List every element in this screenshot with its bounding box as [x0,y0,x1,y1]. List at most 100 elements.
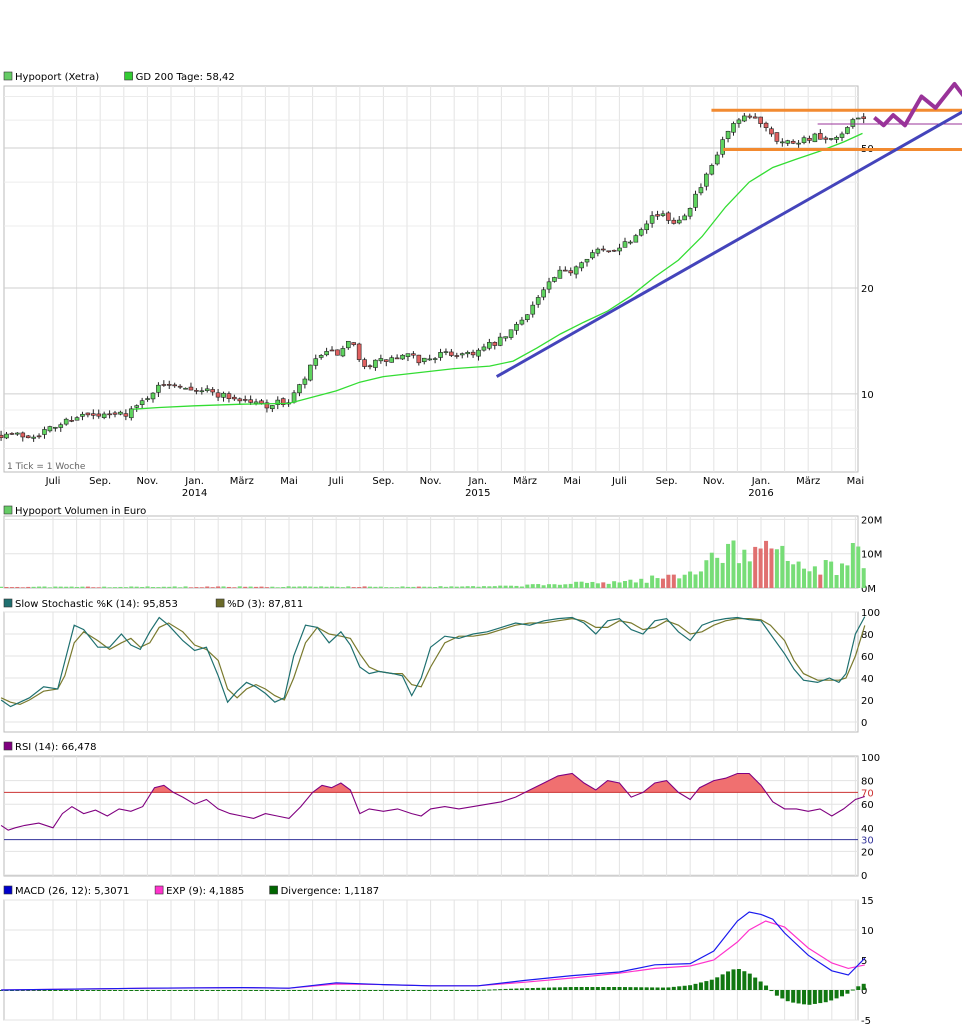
stochastic-y-tick: 20 [861,696,874,707]
volume-bar [574,581,579,588]
candle [291,392,297,403]
macd-divergence-bar [818,990,823,1004]
macd-divergence-bar [96,990,101,991]
rsi-level-label: 70 [861,788,874,799]
macd-divergence-bar [367,990,372,991]
macd-divergence-bar [259,990,264,991]
candle [356,343,362,360]
volume-bar [612,581,617,588]
volume-bar [42,586,47,588]
macd-divergence-bar [557,987,562,990]
volume-bar [671,574,676,588]
macd-divergence-bar [75,990,80,991]
candle [0,434,4,438]
volume-bar [47,587,52,588]
volume-bar [481,586,486,588]
candle [676,219,682,224]
volume-bar [655,578,660,588]
macd-divergence-bar [514,988,519,990]
tick-note: 1 Tick = 1 Woche [7,462,86,472]
candle [194,390,199,392]
x-month-label: März [796,476,820,487]
candle [270,405,275,410]
volume-bar [465,586,470,588]
macd-divergence-bar [91,990,96,991]
macd-divergence-bar [644,987,649,990]
macd-divergence-bar [861,983,866,990]
macd-y-tick: -5 [861,1016,871,1027]
candle [394,357,400,360]
volume-bar [791,564,796,588]
x-month-label: Nov. [420,476,442,487]
macd-divergence-bar [26,990,31,991]
legend-swatch [3,741,13,751]
volume-bar [395,587,400,588]
stochastic-d-line [0,617,866,706]
candle [769,128,774,135]
volume-bar [248,586,253,588]
macd-divergence-bar [509,988,514,990]
macd-divergence-bar [422,990,427,991]
volume-bar [736,563,741,588]
candle [259,400,264,404]
candle [9,433,15,435]
candle [91,413,96,416]
candle [530,304,536,315]
macd-divergence-bar [194,990,199,991]
macd-divergence-bar [389,990,394,991]
candle [362,359,367,367]
stochastic-y-tick: 100 [861,608,880,619]
macd-divergence-bar [275,990,280,991]
macd-divergence-bar [264,990,269,991]
volume-bar [129,586,134,588]
price-y-tick: 10 [861,390,874,401]
macd-divergence-bar [47,990,52,991]
macd-divergence-bar [731,969,736,990]
candle [801,137,807,143]
volume-bar [639,578,644,588]
volume-bar [845,565,850,588]
volume-bar [726,543,731,588]
macd-divergence-bar [660,987,665,990]
candle [63,418,69,425]
price-panel: 102050 [0,85,874,473]
macd-divergence-bar [232,990,237,991]
macd-divergence-bar [579,987,584,990]
x-month-label: Juli [328,476,344,487]
x-month-label: Jan. [184,476,204,487]
candle [790,140,796,144]
candle [568,270,574,274]
macd-divergence-bar [726,971,731,990]
candle [807,137,812,141]
volume-bar [704,560,709,588]
candle [275,399,281,405]
candle [335,349,340,356]
volume-bar [552,584,557,588]
volume-bar [123,587,128,588]
macd-divergence-bar [113,990,118,991]
x-month-label: Sep. [656,476,678,487]
macd-divergence-bar [270,990,275,991]
candle [177,385,183,388]
volume-bar [308,586,313,588]
volume-bar [503,585,508,588]
legend-swatch [3,71,13,81]
x-month-label: März [513,476,537,487]
volume-bar [362,586,367,588]
x-month-label: Nov. [703,476,725,487]
volume-bar [720,562,725,588]
volume-bar [861,568,866,588]
volume-bar [753,546,758,588]
candle [128,408,134,419]
volume-bar [254,586,259,588]
volume-bar [590,581,595,588]
volume-bar [557,584,562,588]
candle [405,353,411,357]
candle [709,165,715,175]
candle [421,357,427,363]
legend-swatch [154,885,164,895]
rsi-line [0,772,865,831]
macd-divergence-bar [791,990,796,1003]
stochastic-k-line [0,616,866,708]
candle [497,336,503,346]
